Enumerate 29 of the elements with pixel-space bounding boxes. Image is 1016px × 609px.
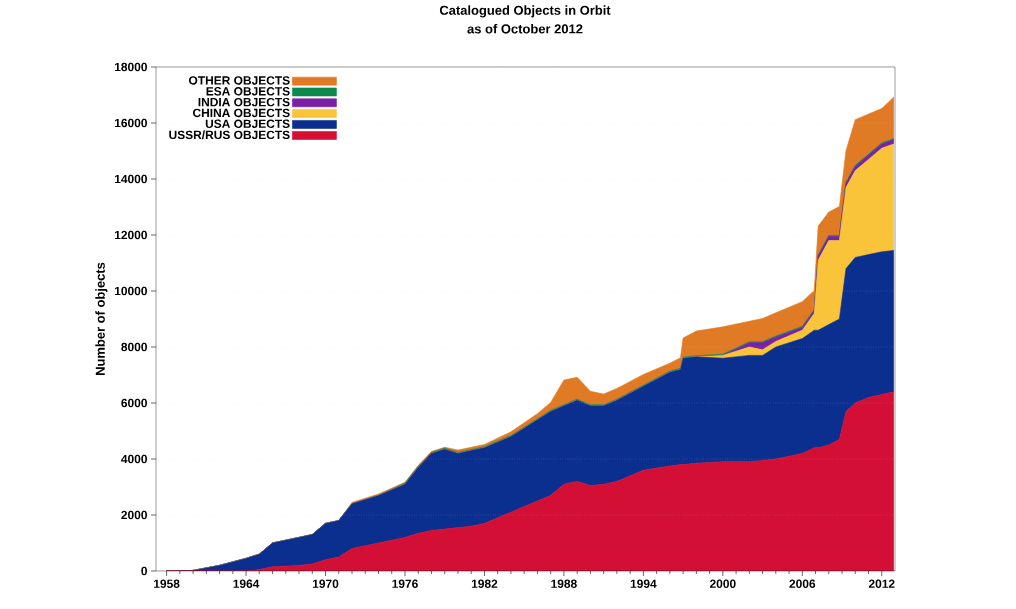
y-tick-label: 18000 <box>114 62 147 72</box>
y-tick-label: 4000 <box>121 454 147 464</box>
y-tick-label: 16000 <box>114 118 147 128</box>
y-tick-label: 14000 <box>114 174 147 184</box>
x-tick-label: 1964 <box>233 579 260 588</box>
y-tick-label: 2000 <box>121 510 147 520</box>
legend-label: CHINA OBJECTS <box>192 108 290 118</box>
x-tick-label: 2006 <box>789 579 816 588</box>
x-tick-label: 1982 <box>471 579 498 588</box>
x-tick-label: 1958 <box>154 579 180 588</box>
x-tick-label: 1988 <box>551 579 577 588</box>
legend-label: USSR/RUS OBJECTS <box>169 130 290 140</box>
legend-label: OTHER OBJECTS <box>188 76 290 85</box>
legend-label: USA OBJECTS <box>205 119 290 128</box>
y-tick-label: 0 <box>141 566 147 576</box>
y-tick-label: 8000 <box>121 342 147 352</box>
x-tick-label: 1994 <box>630 579 657 588</box>
x-tick-label: 2000 <box>709 579 736 588</box>
chart-title: Catalogued Objects in Orbit <box>439 5 611 18</box>
x-tick-label: 2012 <box>868 579 895 588</box>
chart-subtitle: as of October 2012 <box>467 23 583 34</box>
y-tick-label: 10000 <box>114 286 147 296</box>
y-tick-label: 12000 <box>114 230 147 240</box>
x-tick-label: 1976 <box>392 579 418 588</box>
x-tick-label: 1970 <box>312 579 339 588</box>
legend-label: INDIA OBJECTS <box>198 97 290 107</box>
y-axis-title: Number of objects <box>95 262 108 375</box>
y-tick-label: 6000 <box>121 398 147 408</box>
legend-label: ESA OBJECTS <box>206 87 290 96</box>
